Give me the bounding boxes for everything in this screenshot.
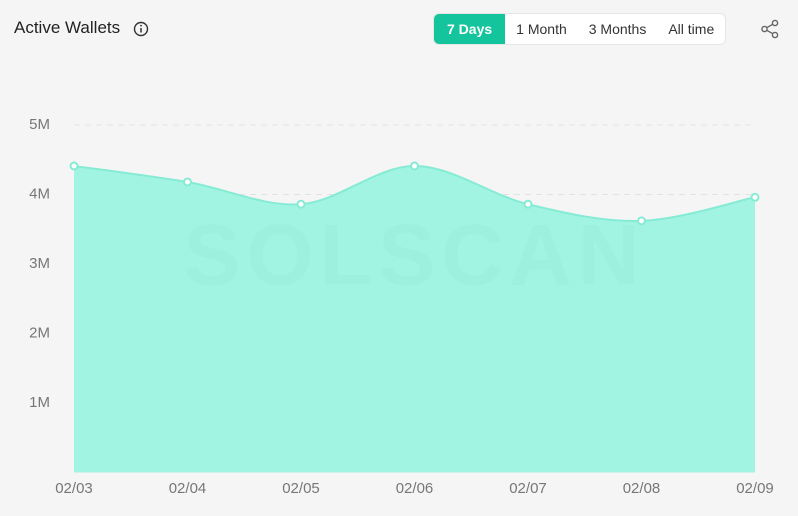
range-button[interactable]: 3 Months bbox=[588, 21, 647, 37]
x-tick-label: 02/04 bbox=[169, 480, 207, 497]
y-tick-label: 3M bbox=[29, 255, 50, 272]
point bbox=[69, 161, 79, 171]
x-tick-label: 02/05 bbox=[282, 480, 320, 497]
point bbox=[183, 177, 192, 187]
range-button[interactable]: 7 Days bbox=[434, 14, 506, 44]
x-tick-label: 02/09 bbox=[736, 480, 774, 497]
y-tick-label: 4M bbox=[29, 185, 50, 202]
point bbox=[637, 216, 646, 226]
range-selector: 7 Days 1 Month 3 Months All time bbox=[433, 13, 727, 45]
point bbox=[410, 161, 419, 171]
x-tick-label: 02/06 bbox=[396, 480, 434, 497]
y-tick-label: 2M bbox=[29, 324, 50, 341]
point bbox=[523, 199, 533, 209]
area bbox=[74, 166, 755, 473]
info-icon[interactable] bbox=[133, 21, 149, 37]
range-button[interactable]: All time bbox=[668, 21, 715, 37]
y-tick-label: 5M bbox=[29, 116, 50, 133]
range-button[interactable]: 1 Month bbox=[516, 21, 567, 37]
x-tick-label: 02/08 bbox=[623, 480, 661, 497]
point bbox=[750, 192, 760, 202]
y-tick-label: 1M bbox=[29, 394, 50, 411]
x-tick-label: 02/03 bbox=[55, 480, 93, 497]
point bbox=[296, 199, 306, 209]
watermark: SOLSCAN bbox=[183, 208, 645, 304]
chart-title: Active Wallets bbox=[14, 18, 121, 37]
share-icon[interactable] bbox=[760, 19, 780, 39]
x-tick-label: 02/07 bbox=[509, 480, 547, 497]
